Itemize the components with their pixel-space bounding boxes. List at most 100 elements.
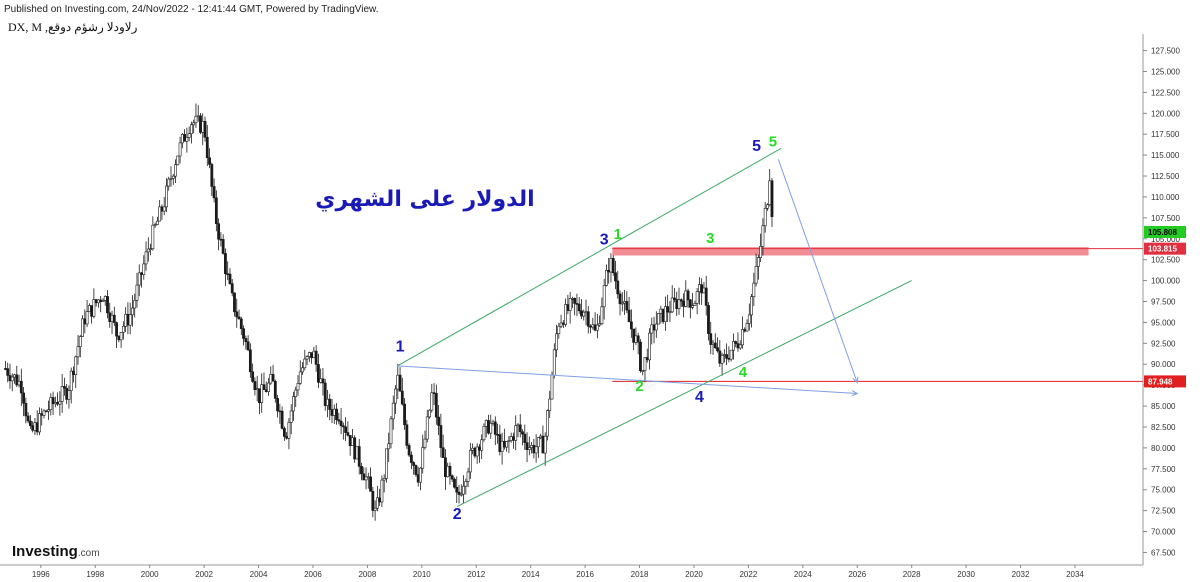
candle-body	[153, 224, 157, 226]
candle-body	[174, 164, 177, 177]
time-tick-label: 2030	[957, 570, 975, 579]
candle-body	[276, 398, 279, 412]
candle-body	[382, 478, 386, 481]
candle-body	[278, 410, 282, 413]
candle-body	[353, 437, 357, 460]
candle-body	[732, 341, 735, 351]
symbol-caption: DX, M ,رلاودلا رشؤم دوقع	[8, 20, 138, 34]
wave-label: 4	[695, 389, 704, 406]
candle-body	[559, 322, 563, 327]
price-tick-label: 77.500	[1151, 465, 1176, 474]
candle-body	[280, 410, 284, 429]
candle-body	[718, 350, 722, 364]
projection-arrow-1	[851, 390, 859, 397]
candle-body	[380, 479, 384, 503]
time-tick-label: 2008	[358, 570, 376, 579]
price-tick-label: 125.000	[1151, 67, 1180, 76]
candle-body	[505, 441, 509, 448]
candle-body	[298, 371, 302, 384]
candle-body	[756, 257, 760, 267]
time-tick-label: 2020	[685, 570, 703, 579]
candle-body	[208, 157, 211, 165]
candle-body	[670, 297, 674, 313]
candle-body	[224, 253, 227, 275]
candle-body	[289, 410, 293, 423]
candle-body	[369, 476, 372, 492]
price-tick-label: 120.000	[1151, 109, 1180, 118]
candle-body	[423, 438, 427, 448]
candle-body	[269, 374, 273, 384]
candle-body	[763, 208, 767, 227]
brand-name: Investing	[12, 543, 78, 560]
candle-body	[580, 310, 583, 317]
candle-body	[67, 390, 71, 400]
candle-body	[72, 370, 75, 376]
candle-body	[296, 383, 300, 391]
candle-body	[439, 425, 443, 449]
candle-body	[230, 283, 234, 294]
candle-body	[15, 374, 19, 386]
candle-body	[44, 410, 48, 413]
price-tick-label: 85.000	[1151, 402, 1176, 411]
candle-body	[582, 311, 586, 317]
candle-body	[214, 197, 218, 224]
time-tick-label: 2012	[467, 570, 485, 579]
candle-body	[702, 287, 706, 294]
candle-body	[344, 426, 348, 433]
candle-body	[761, 225, 765, 247]
candle-body	[165, 185, 168, 208]
candle-body	[639, 341, 642, 372]
candle-body	[434, 393, 438, 418]
candle-body	[573, 298, 577, 304]
candle-body	[403, 403, 406, 426]
candle-body	[83, 318, 87, 325]
candle-body	[262, 384, 266, 391]
candle-body	[478, 446, 481, 451]
candle-body	[500, 440, 504, 452]
candle-body	[679, 299, 683, 302]
price-axis: 67.500 70.000 72.500 75.000 77.500 80.000 82.5…	[1142, 34, 1186, 565]
candle-body	[525, 442, 529, 450]
candle-body	[627, 309, 631, 323]
candle-body	[176, 155, 180, 166]
channel-lower-line	[456, 280, 912, 507]
candle-body	[271, 374, 275, 382]
price-tick-label: 110.000	[1151, 193, 1180, 202]
candle-body	[74, 356, 78, 376]
candle-body	[128, 314, 132, 326]
price-tick-label: 75.000	[1151, 486, 1176, 495]
candle-body	[160, 206, 164, 212]
candle-body	[541, 435, 545, 454]
candle-body	[428, 409, 431, 418]
candle-body	[87, 305, 91, 312]
candle-body	[108, 312, 112, 322]
trend-lines-layer	[397, 147, 912, 507]
candle-body	[421, 447, 425, 469]
candle-body	[58, 401, 62, 405]
time-tick-label: 2032	[1012, 570, 1030, 579]
time-tick-label: 2016	[576, 570, 594, 579]
candle-body	[736, 343, 740, 349]
projection-line-1	[397, 365, 858, 395]
projection-line-2	[777, 159, 858, 383]
candle-body	[577, 303, 581, 312]
candle-body	[725, 354, 729, 359]
price-tick-label: 117.500	[1151, 130, 1180, 139]
candle-body	[56, 402, 60, 405]
candle-body	[99, 299, 103, 302]
candle-body	[162, 206, 166, 212]
candle-body	[437, 416, 441, 426]
candle-body	[398, 374, 402, 392]
candle-body	[571, 298, 574, 300]
time-tick-label: 2022	[739, 570, 757, 579]
candle-body	[521, 431, 524, 435]
candle-body	[121, 326, 125, 333]
candle-body	[629, 321, 633, 330]
candle-body	[76, 346, 80, 358]
wave-label: 5	[769, 134, 777, 151]
candle-body	[19, 380, 23, 394]
candle-body	[446, 465, 450, 478]
candle-body	[677, 299, 681, 309]
candle-body	[700, 284, 704, 294]
